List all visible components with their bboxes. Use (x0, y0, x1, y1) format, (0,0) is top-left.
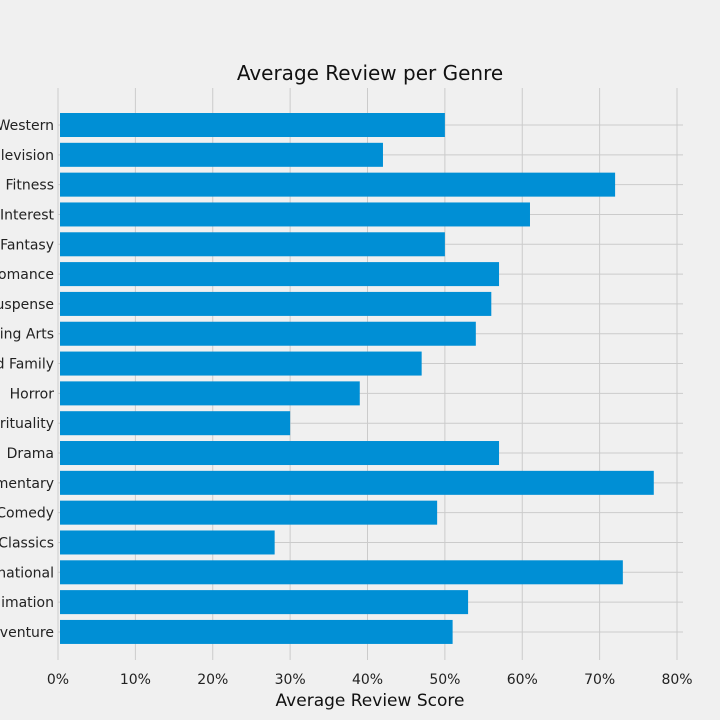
bar (60, 441, 500, 466)
bar (60, 351, 422, 376)
y-tick-label: uspense (0, 297, 54, 313)
y-tick-label: omance (0, 267, 54, 283)
x-tick-label: 10% (120, 672, 151, 688)
y-tick-label: venture (0, 625, 54, 641)
bars (60, 113, 654, 644)
x-tick-label: 50% (429, 672, 460, 688)
x-tick-label: 80% (661, 672, 692, 688)
y-tick-label: Drama (7, 446, 54, 462)
bar (60, 202, 530, 227)
bar (60, 291, 492, 316)
y-tick-label: Comedy (0, 506, 54, 522)
bar (60, 590, 469, 615)
y-tick-label: Classics (0, 535, 54, 551)
y-tick-label: ing Arts (0, 327, 54, 343)
y-tick-label: Interest (0, 207, 54, 223)
x-tick-label: 20% (197, 672, 228, 688)
y-tick-label: Fitness (6, 178, 55, 194)
bar (60, 560, 623, 585)
y-tick-label: rituality (0, 416, 54, 432)
y-tick-label: Western (0, 118, 54, 134)
x-tick-label: 40% (352, 672, 383, 688)
y-tick-labels: Western levision Fitness Interest Fantasy oma… (0, 118, 55, 641)
x-tick-label: 30% (275, 672, 306, 688)
bar (60, 172, 616, 197)
y-tick-label: d Family (0, 357, 54, 373)
bar (60, 142, 383, 167)
x-tick-label: 60% (507, 672, 538, 688)
x-tick-label: 70% (584, 672, 615, 688)
y-tick-label: imation (1, 595, 54, 611)
bar (60, 113, 445, 137)
bar (60, 470, 654, 495)
bar (60, 619, 453, 644)
x-tick-labels: 0% 10% 20% 30% 40% 50% 60% 70% 80% (47, 672, 693, 688)
bar (60, 411, 291, 436)
bar (60, 500, 438, 525)
x-axis-title: Average Review Score (276, 691, 465, 711)
y-tick-label: levision (1, 148, 54, 164)
y-tick-label: mentary (0, 476, 54, 492)
bar (60, 232, 445, 257)
chart-title: Average Review per Genre (237, 61, 503, 85)
y-tick-label: Fantasy (0, 237, 54, 253)
y-tick-label: national (0, 565, 54, 581)
x-tick-label: 0% (47, 672, 69, 688)
bar (60, 262, 500, 287)
bar (60, 321, 476, 346)
y-tick-label: Horror (10, 386, 55, 402)
bar (60, 381, 360, 406)
bar (60, 530, 275, 555)
